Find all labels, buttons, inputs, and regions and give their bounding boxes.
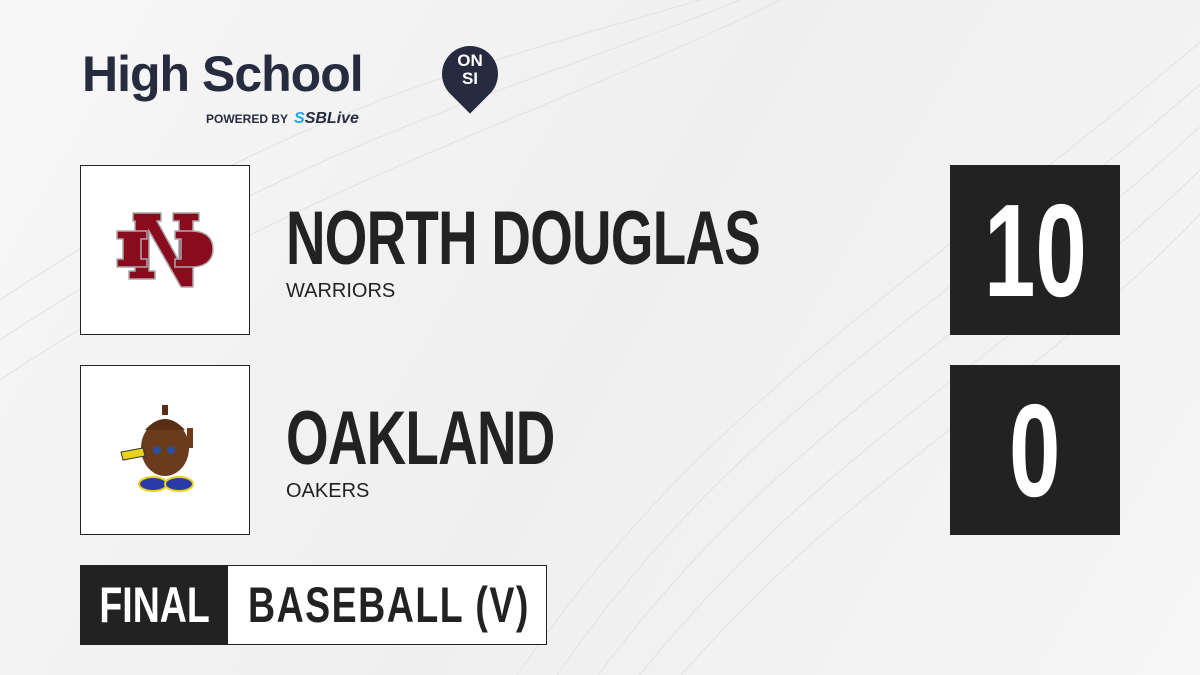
team-name: OAKLAND	[286, 396, 555, 481]
sport-label: BASEBALL (V)	[228, 566, 624, 644]
sblive-text: SBLive	[304, 110, 359, 127]
acorn-mascot-icon	[120, 405, 194, 492]
team-mascot: OAKERS	[286, 480, 370, 502]
powered-by: POWERED BY SSBLive	[206, 110, 359, 128]
badge-line1: ON	[457, 51, 483, 70]
score-value: 10	[983, 176, 1087, 324]
sblive-logo: SSBLive	[294, 110, 359, 127]
team-score: 0	[950, 365, 1120, 535]
brand-title: High School	[82, 46, 364, 102]
sport-text: BASEBALL (V)	[248, 577, 530, 633]
on-si-badge: ON SI	[442, 52, 498, 88]
game-status-bar: FINAL BASEBALL (V)	[80, 565, 547, 645]
team-logo-north-douglas	[80, 165, 250, 335]
team-name: NORTH DOUGLAS	[286, 196, 761, 281]
sblive-mark: S	[294, 110, 305, 127]
badge-line2: SI	[461, 69, 479, 88]
status-label: FINAL	[99, 577, 210, 633]
brand-logo: High School ON SI POWERED BY SSBLive	[82, 34, 510, 127]
final-badge: FINAL	[81, 566, 228, 644]
nd-monogram-icon	[116, 212, 214, 288]
team-score: 10	[950, 165, 1120, 335]
powered-by-label: POWERED BY	[206, 112, 289, 126]
team-logo-oakland	[80, 365, 250, 535]
score-value: 0	[1009, 376, 1061, 524]
team-mascot: WARRIORS	[286, 280, 396, 302]
